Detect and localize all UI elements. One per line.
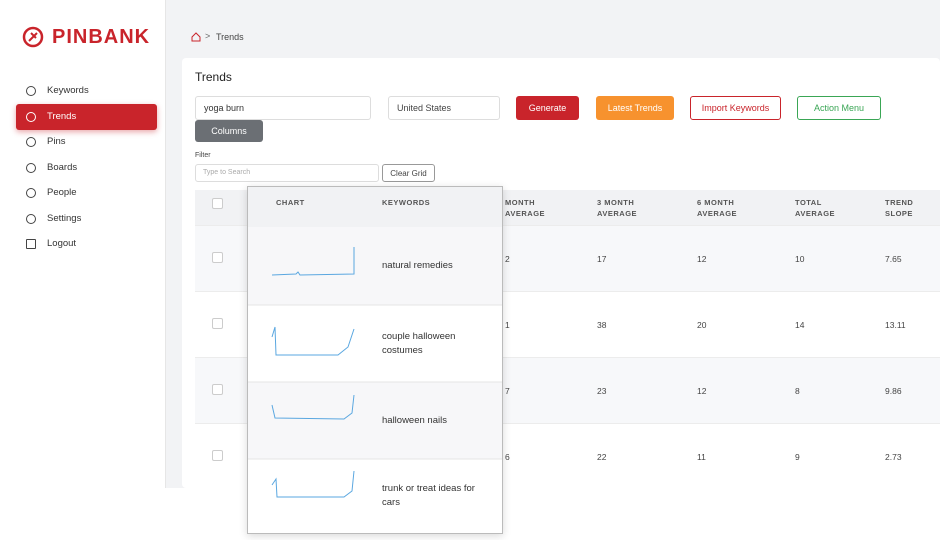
nav-icon <box>26 111 36 122</box>
sidebar: PINBANK Keywords Trends Pins Boards People Se… <box>0 0 166 488</box>
clear-grid-button[interactable]: Clear Grid <box>382 164 435 182</box>
table-cell: 1 <box>505 320 510 330</box>
nav-item[interactable]: Settings <box>47 212 82 224</box>
nav-icon <box>26 213 36 224</box>
logo-text: PINBANK <box>52 26 151 48</box>
popup-header-cell: KEYWORDS <box>382 198 431 207</box>
table-cell: 20 <box>697 320 707 330</box>
column-header[interactable]: MONTH AVERAGE <box>505 198 546 218</box>
nav-icon <box>26 137 36 147</box>
table-cell: 6 <box>505 452 510 462</box>
popup-header-cell: CHART <box>276 198 305 207</box>
keyword-text: halloween nails <box>382 414 447 426</box>
table-cell: 2 <box>505 254 510 264</box>
home-icon[interactable] <box>190 31 202 43</box>
nav-item[interactable]: People <box>47 187 77 198</box>
nav-item[interactable]: Keywords <box>47 85 89 96</box>
table-cell: 14 <box>795 320 805 330</box>
row-checkbox[interactable] <box>212 318 223 329</box>
search-input[interactable]: yoga burn <box>195 96 371 120</box>
table-cell: 7.65 <box>885 254 902 264</box>
table-cell: 23 <box>597 386 607 396</box>
table-cell: 9.86 <box>885 386 902 396</box>
popup: CHART KEYWORDS natural remedies couple hall… <box>247 186 503 534</box>
header-checkbox[interactable] <box>212 198 223 209</box>
table-cell: 7 <box>505 386 510 396</box>
nav-item[interactable]: Pins <box>47 136 66 147</box>
nav-icon <box>26 239 36 249</box>
keyword-text: couple halloween costumes <box>382 330 456 356</box>
nav-item[interactable]: Logout <box>47 238 77 249</box>
keyword: couple halloween costumes <box>382 305 492 382</box>
import-keywords-button[interactable]: Import Keywords <box>690 96 781 120</box>
generate-button[interactable]: Generate <box>516 96 579 120</box>
row-checkbox[interactable] <box>212 450 223 461</box>
nav-item[interactable]: Boards <box>47 161 78 173</box>
keyword-text: trunk or treat ideas for cars <box>382 483 475 508</box>
keyword-text: natural remedies <box>382 260 453 271</box>
breadcrumb-sep: > <box>205 31 211 41</box>
table-cell: 12 <box>697 254 707 264</box>
table-cell: 8 <box>795 386 800 396</box>
table-cell: 10 <box>795 254 805 264</box>
keyword: natural remedies <box>382 227 492 305</box>
nav-active-bg <box>16 103 157 130</box>
popup-header <box>248 187 502 227</box>
column-header[interactable]: TOTAL AVERAGE <box>795 198 836 218</box>
table-cell: 38 <box>597 320 607 330</box>
sparklines <box>248 227 502 498</box>
column-header[interactable]: TREND SLOPE <box>885 198 914 218</box>
table-cell: 12 <box>697 386 707 396</box>
filter-input[interactable]: Type to Search <box>195 164 379 182</box>
breadcrumb[interactable]: Trends <box>216 32 244 42</box>
table-cell: 9 <box>795 452 800 462</box>
row-checkbox[interactable] <box>212 384 223 395</box>
column-header[interactable]: 6 MONTH AVERAGE <box>697 198 738 218</box>
keyword: trunk or treat ideas for cars <box>382 459 492 533</box>
column-header[interactable]: 3 MONTH AVERAGE <box>597 198 638 218</box>
keyword: halloween nails <box>382 382 492 459</box>
action-menu-button[interactable]: Action Menu <box>797 96 881 120</box>
row-checkbox[interactable] <box>212 252 223 263</box>
page-title: Trends <box>195 70 232 84</box>
filter-label: Filter <box>195 152 211 159</box>
nav-icon <box>26 188 36 198</box>
table-cell: 22 <box>597 452 607 462</box>
table-cell: 2.73 <box>885 452 902 462</box>
columns-button[interactable]: Columns <box>195 120 263 142</box>
nav-icon <box>26 86 36 96</box>
nav-item[interactable]: Trends <box>47 110 77 122</box>
latest-trends-button[interactable]: Latest Trends <box>596 96 674 120</box>
nav-icon <box>26 162 36 173</box>
table-cell: 11 <box>697 452 706 462</box>
table-cell: 17 <box>597 254 607 264</box>
logo-icon <box>22 26 44 48</box>
country-select[interactable]: United States <box>388 96 500 120</box>
table-cell: 13.11 <box>885 320 906 330</box>
